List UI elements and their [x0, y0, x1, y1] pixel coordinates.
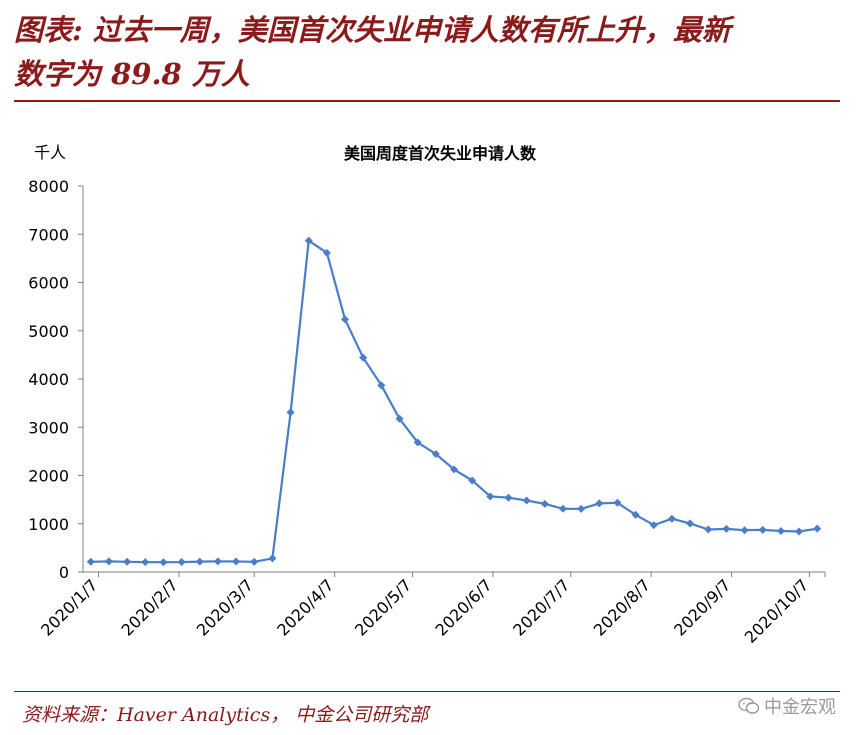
- y-tick-label: 3000: [28, 418, 69, 437]
- watermark: 中金宏观: [738, 693, 836, 719]
- data-point: [504, 493, 513, 502]
- data-point: [431, 449, 440, 458]
- data-point: [359, 353, 368, 362]
- y-axis-unit-label: 千人: [34, 143, 66, 162]
- chart-series: [86, 236, 822, 567]
- footer-divider: [14, 691, 840, 692]
- line-chart: 千人 美国周度首次失业申请人数 0 1000 2000 3000 4000 5000 600…: [28, 143, 826, 647]
- data-point: [232, 557, 241, 566]
- chart-title: 美国周度首次失业申请人数: [344, 144, 537, 163]
- data-point: [522, 496, 531, 505]
- data-point: [776, 527, 785, 536]
- data-point: [613, 498, 622, 507]
- y-tick-label: 7000: [28, 225, 69, 244]
- data-point: [686, 519, 695, 528]
- data-point: [468, 476, 477, 485]
- data-point: [795, 527, 804, 536]
- data-point: [540, 499, 549, 508]
- data-point: [558, 504, 567, 513]
- data-point: [268, 554, 277, 563]
- data-point: [450, 465, 458, 474]
- y-tick-label: 8000: [28, 177, 69, 196]
- y-tick-label: 1000: [28, 515, 69, 534]
- data-point: [758, 525, 767, 534]
- headline: 图表: 过去一周，美国首次失业申请人数有所上升，最新 数字为 89.8 万人: [14, 8, 844, 96]
- x-axis-ticks: 2020/1/7 2020/2/7 2020/3/7 2020/4/7 2020/5/7…: [37, 572, 826, 647]
- chart-axes: [82, 186, 825, 573]
- data-point: [213, 557, 222, 566]
- data-point: [486, 492, 495, 501]
- x-tick-label: 2020/9/7: [670, 575, 734, 639]
- x-tick-label: 2020/3/7: [193, 575, 257, 639]
- headline-line-2: 数字为 89.8 万人: [14, 57, 250, 91]
- y-tick-label: 4000: [28, 370, 69, 389]
- data-point: [649, 521, 658, 530]
- data-point: [104, 557, 113, 566]
- data-point: [304, 236, 313, 245]
- headline-divider: [14, 100, 840, 102]
- data-point: [722, 524, 731, 533]
- data-point: [177, 558, 186, 567]
- data-point: [377, 381, 386, 390]
- y-axis-ticks: 0 1000 2000 3000 4000 5000 6000 7000 8000: [28, 177, 83, 582]
- data-point: [141, 558, 150, 567]
- y-tick-label: 0: [59, 563, 69, 582]
- data-point: [704, 525, 713, 534]
- x-tick-label: 2020/4/7: [273, 575, 337, 639]
- x-tick-label: 2020/8/7: [590, 575, 654, 639]
- y-tick-label: 2000: [28, 467, 69, 486]
- y-tick-label: 6000: [28, 274, 69, 293]
- data-point: [413, 438, 422, 447]
- x-tick-label: 2020/5/7: [351, 575, 415, 639]
- x-tick-label: 2020/7/7: [509, 575, 573, 639]
- data-point: [286, 408, 295, 417]
- x-tick-label: 2020/1/7: [37, 575, 101, 639]
- data-point: [631, 510, 640, 519]
- data-point: [595, 499, 604, 508]
- data-point: [813, 524, 822, 533]
- data-point: [740, 526, 749, 535]
- wechat-icon: [738, 697, 760, 714]
- y-tick-label: 5000: [28, 322, 69, 341]
- data-point: [395, 414, 404, 423]
- x-tick-label: 2020/2/7: [118, 575, 182, 639]
- source-note: 资料来源：Haver Analytics， 中金公司研究部: [22, 704, 429, 726]
- watermark-text: 中金宏观: [764, 697, 836, 718]
- data-point: [250, 557, 259, 566]
- x-tick-label: 2020/10/7: [741, 575, 812, 646]
- data-point: [667, 514, 676, 523]
- x-tick-label: 2020/6/7: [431, 575, 495, 639]
- data-point: [341, 315, 350, 324]
- data-point: [195, 557, 204, 566]
- data-point: [86, 557, 95, 566]
- data-point: [123, 557, 132, 566]
- series-line: [90, 239, 818, 564]
- data-point: [159, 558, 168, 567]
- headline-line-1: 图表: 过去一周，美国首次失业申请人数有所上升，最新: [14, 13, 731, 47]
- data-point: [577, 504, 586, 513]
- data-point: [322, 248, 331, 257]
